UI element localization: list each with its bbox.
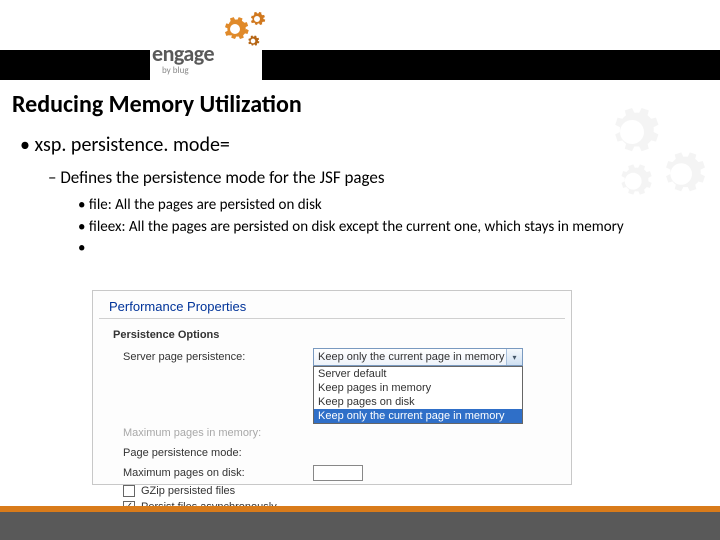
slide-title: Reducing Memory Utilization bbox=[0, 82, 720, 119]
row-persistence-mode: Page persistence mode: bbox=[93, 443, 571, 463]
header-band: engage by blug bbox=[0, 0, 720, 82]
logo-subtext: by blug bbox=[162, 65, 189, 76]
label-persistence-mode: Page persistence mode: bbox=[123, 447, 313, 459]
footer-gray-band bbox=[0, 512, 720, 540]
row-server-persistence: Server page persistence: Keep only the c… bbox=[93, 347, 571, 367]
logo-text: engage bbox=[152, 40, 214, 67]
properties-section-title: Persistence Options bbox=[93, 319, 571, 347]
dropdown-option[interactable]: Keep pages on disk bbox=[314, 395, 522, 409]
bullet-level3: fileex: All the pages are persisted on d… bbox=[20, 218, 700, 238]
label-max-pages-memory: Maximum pages in memory: bbox=[123, 427, 313, 439]
row-max-pages-disk: Maximum pages on disk: bbox=[93, 463, 571, 483]
bullet-level1: xsp. persistence. mode= bbox=[20, 133, 700, 157]
select-server-persistence[interactable]: Keep only the current page in memory ▾ S… bbox=[313, 348, 523, 366]
bullet-level2: Defines the persistence mode for the JSF… bbox=[20, 167, 700, 188]
footer-bar bbox=[0, 506, 720, 540]
label-gzip: GZip persisted files bbox=[141, 485, 235, 497]
properties-screenshot: Performance Properties Persistence Optio… bbox=[92, 290, 572, 485]
gear-icon bbox=[246, 34, 260, 48]
row-gzip: GZip persisted files bbox=[93, 483, 571, 499]
properties-header: Performance Properties bbox=[99, 291, 565, 319]
gear-icon bbox=[248, 10, 266, 28]
header-black-right bbox=[262, 50, 720, 80]
row-max-pages-memory: Maximum pages in memory: bbox=[93, 423, 571, 443]
dropdown-option-selected[interactable]: Keep only the current page in memory bbox=[314, 409, 522, 423]
slide-content: xsp. persistence. mode= Defines the pers… bbox=[0, 119, 720, 259]
logo: engage by blug bbox=[152, 10, 262, 76]
bullet-level3: file: All the pages are persisted on dis… bbox=[20, 196, 700, 216]
header-black-left bbox=[0, 50, 150, 80]
bullet-level3-empty bbox=[20, 239, 700, 259]
dropdown-options: Server default Keep pages in memory Keep… bbox=[313, 366, 523, 424]
chevron-down-icon: ▾ bbox=[506, 349, 522, 365]
dropdown-option[interactable]: Keep pages in memory bbox=[314, 381, 522, 395]
input-max-pages-disk[interactable] bbox=[313, 465, 363, 481]
label-max-pages-disk: Maximum pages on disk: bbox=[123, 467, 313, 479]
dropdown-option[interactable]: Server default bbox=[314, 367, 522, 381]
checkbox-gzip[interactable] bbox=[123, 485, 135, 497]
label-server-persistence: Server page persistence: bbox=[123, 351, 313, 363]
select-value: Keep only the current page in memory bbox=[318, 351, 505, 363]
